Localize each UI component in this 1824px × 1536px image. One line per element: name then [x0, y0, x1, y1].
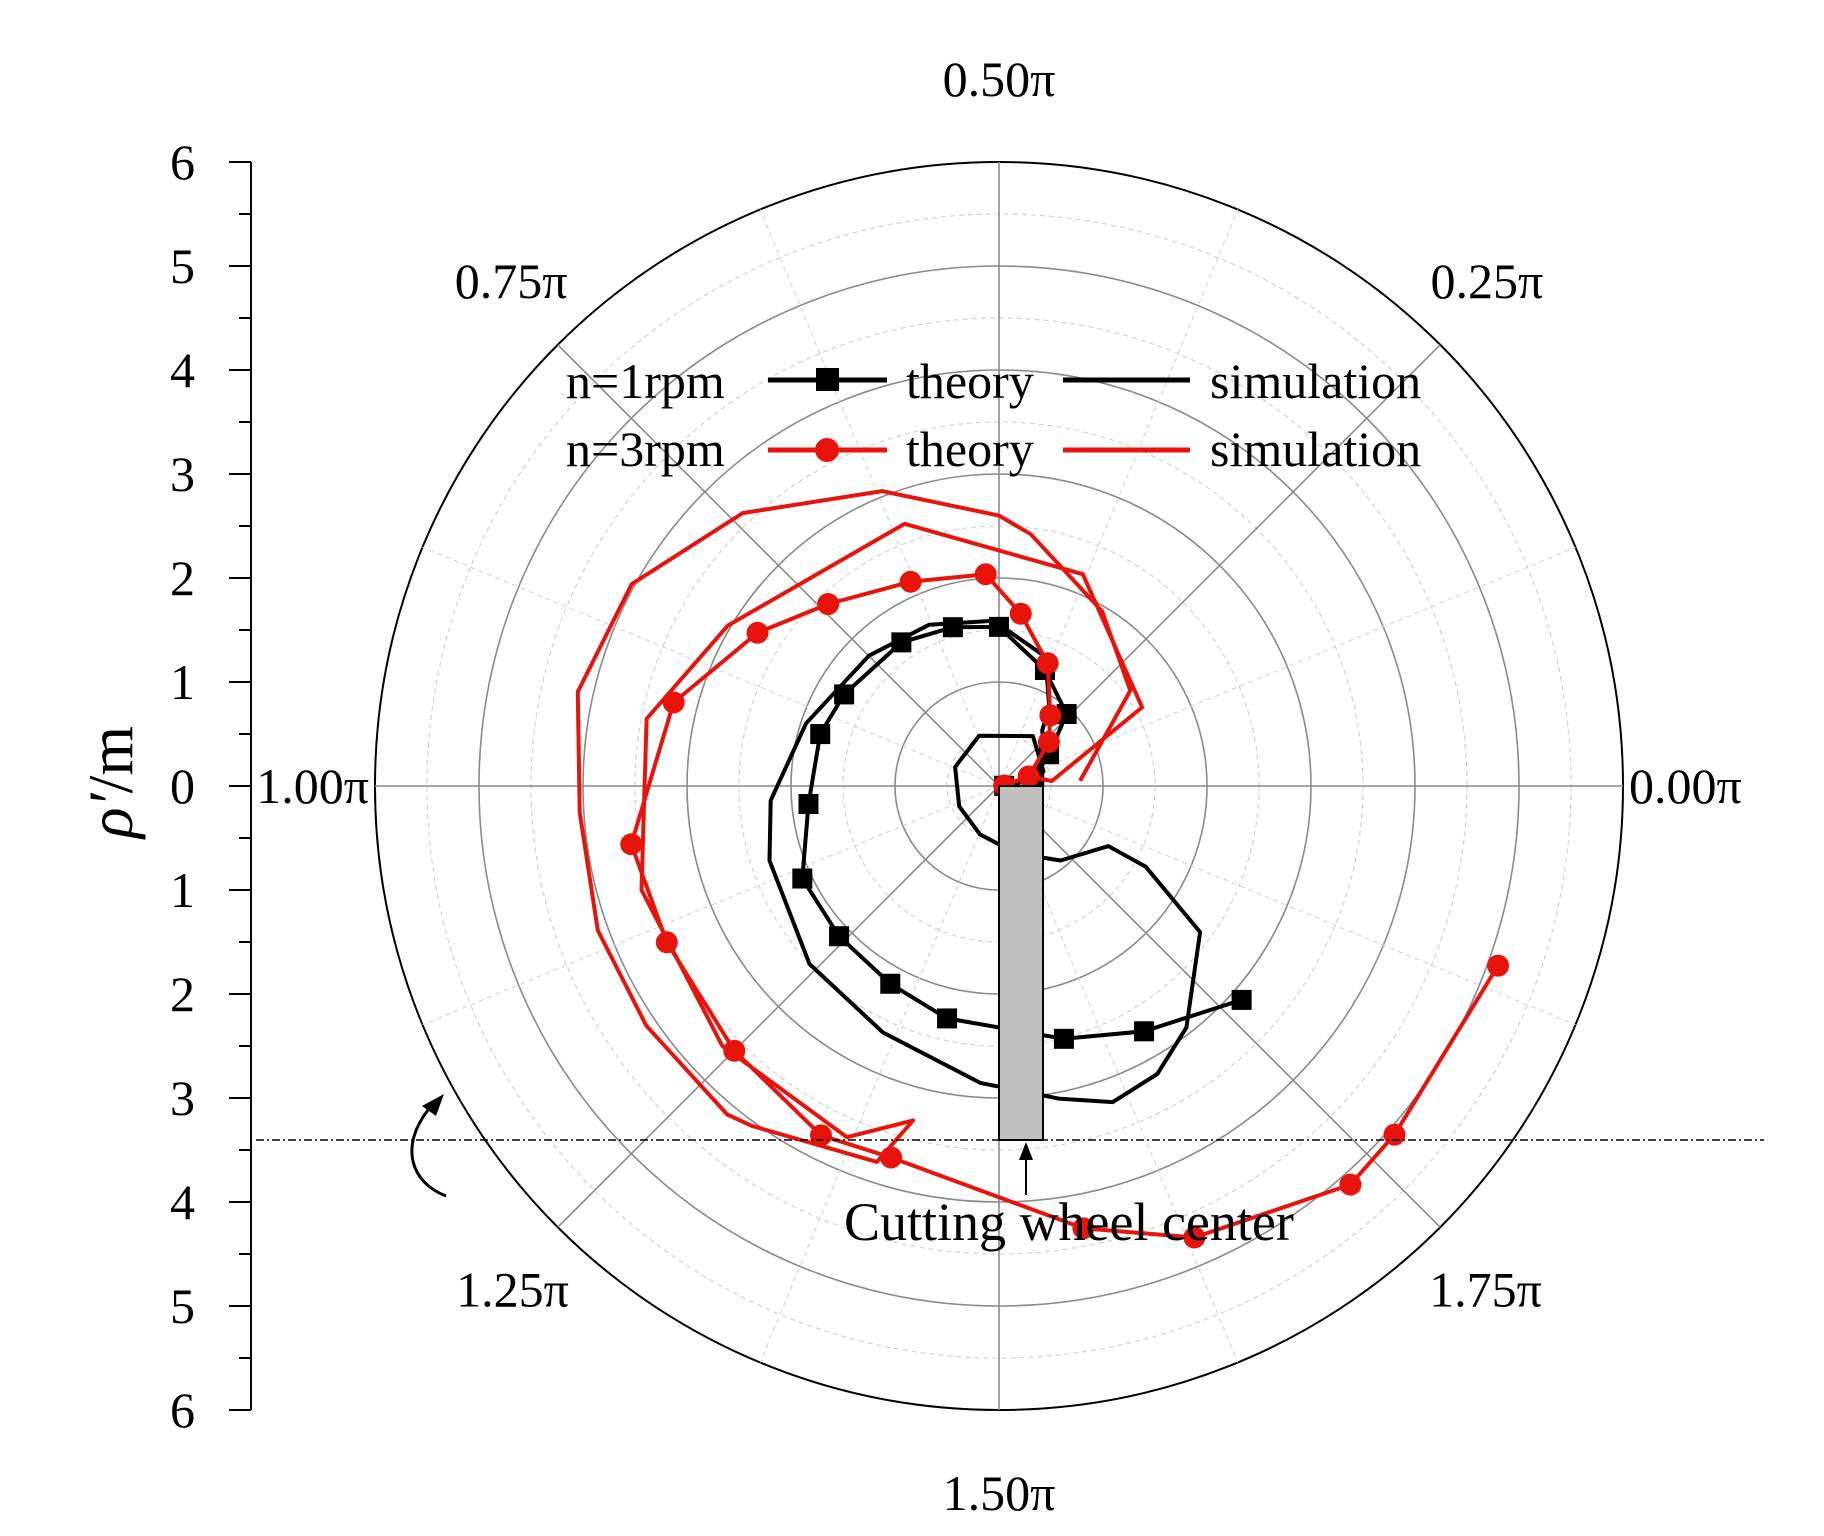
radial-tick-label: 3	[170, 1070, 195, 1126]
data-point-circle	[1036, 652, 1059, 675]
data-point-square	[798, 794, 819, 815]
data-point-circle	[1037, 730, 1060, 753]
angle-label: 0.50π	[943, 51, 1056, 107]
series-line	[575, 489, 1145, 1164]
data-point-circle	[1017, 765, 1040, 788]
angle-label: 0.00π	[1629, 758, 1742, 814]
data-point-square	[937, 1008, 958, 1029]
radial-tick-label: 1	[170, 654, 195, 710]
minor-spoke-line	[759, 785, 1000, 1363]
annotation-arrowhead	[1019, 1142, 1033, 1160]
radial-axis: 6 5 4 3 2 1 0 1 2 3 4 5 6	[170, 134, 252, 1438]
radial-tick-label: 0	[170, 758, 195, 814]
data-point-square	[1134, 1021, 1155, 1042]
data-point-circle	[620, 833, 643, 856]
angle-label: 1.25π	[456, 1261, 569, 1317]
minor-spoke-line	[422, 546, 1000, 787]
radial-tick-label: 3	[170, 446, 195, 502]
y-axis-symbol: ρ′	[75, 792, 146, 840]
angle-label: 1.75π	[1429, 1261, 1542, 1317]
radial-tick-label: 1	[170, 862, 195, 918]
angle-label: 0.25π	[1431, 253, 1544, 309]
legend-row2-theory: theory	[906, 421, 1034, 477]
radial-tick-label: 2	[170, 966, 195, 1022]
annotation-layer: Cutting wheel center	[256, 785, 1764, 1252]
legend-n1-theory-marker	[816, 368, 839, 391]
spoke-line	[557, 344, 1000, 787]
radial-tick-label: 5	[170, 238, 195, 294]
data-point-square	[880, 973, 901, 994]
rotation-arrowhead-icon	[422, 1094, 444, 1116]
data-point-circle	[899, 570, 922, 593]
data-point-circle	[817, 593, 840, 616]
data-point-circle	[974, 563, 997, 586]
legend-row2-simulation: simulation	[1210, 421, 1421, 477]
series-line	[629, 572, 1500, 1240]
legend-row1-theory: theory	[906, 353, 1034, 409]
annotation-label: Cutting wheel center	[844, 1192, 1294, 1252]
data-point-circle	[1383, 1123, 1406, 1146]
y-axis-title: ρ′/m	[75, 726, 146, 840]
minor-spoke-line	[998, 785, 1576, 1026]
cutting-wheel-bar	[998, 785, 1044, 1141]
spoke-line	[557, 785, 1000, 1228]
legend: n=1rpm theory simulation n=3rpm theory s…	[566, 353, 1421, 477]
data-point-circle	[1339, 1173, 1362, 1196]
legend-n3-theory-marker	[815, 438, 839, 462]
data-point-circle	[1039, 704, 1062, 727]
radial-tick-label: 4	[170, 342, 195, 398]
radial-tick-label: 2	[170, 550, 195, 606]
data-point-square	[1231, 989, 1252, 1010]
data-point-circle	[746, 621, 769, 644]
data-point-circle	[1183, 1226, 1206, 1249]
y-axis-unit: /m	[75, 726, 146, 794]
data-point-circle	[1072, 1217, 1095, 1240]
angle-label: 0.75π	[455, 253, 568, 309]
radial-tick-label: 6	[170, 134, 195, 190]
radial-tick-label: 4	[170, 1174, 195, 1230]
data-point-square	[1053, 1028, 1074, 1049]
legend-row1-simulation: simulation	[1210, 353, 1421, 409]
series-layer	[575, 489, 1510, 1249]
data-point-circle	[809, 1124, 832, 1147]
radial-tick-label: 5	[170, 1278, 195, 1334]
data-point-square	[792, 868, 813, 889]
legend-row2-label: n=3rpm	[566, 421, 725, 477]
angle-labels: 0.00π 0.25π 0.50π 0.75π 1.00π 1.25π 1.50π 1.75π	[256, 51, 1742, 1521]
rotation-arrow-icon	[410, 1109, 447, 1198]
minor-spoke-line	[759, 209, 1000, 787]
data-point-square	[829, 926, 850, 947]
minor-spoke-line	[422, 785, 1000, 1026]
angle-label: 1.00π	[256, 758, 369, 814]
data-point-square	[810, 724, 831, 745]
legend-row1-label: n=1rpm	[566, 353, 725, 409]
data-point-square	[1056, 703, 1077, 724]
y-axis-title-text: ρ′/m	[75, 726, 146, 840]
radial-tick-label: 6	[170, 1382, 195, 1438]
data-point-square	[942, 617, 963, 638]
angle-label: 1.50π	[943, 1465, 1056, 1521]
data-point-circle	[1009, 602, 1032, 625]
data-point-circle	[1487, 954, 1510, 977]
minor-spoke-line	[998, 209, 1239, 787]
